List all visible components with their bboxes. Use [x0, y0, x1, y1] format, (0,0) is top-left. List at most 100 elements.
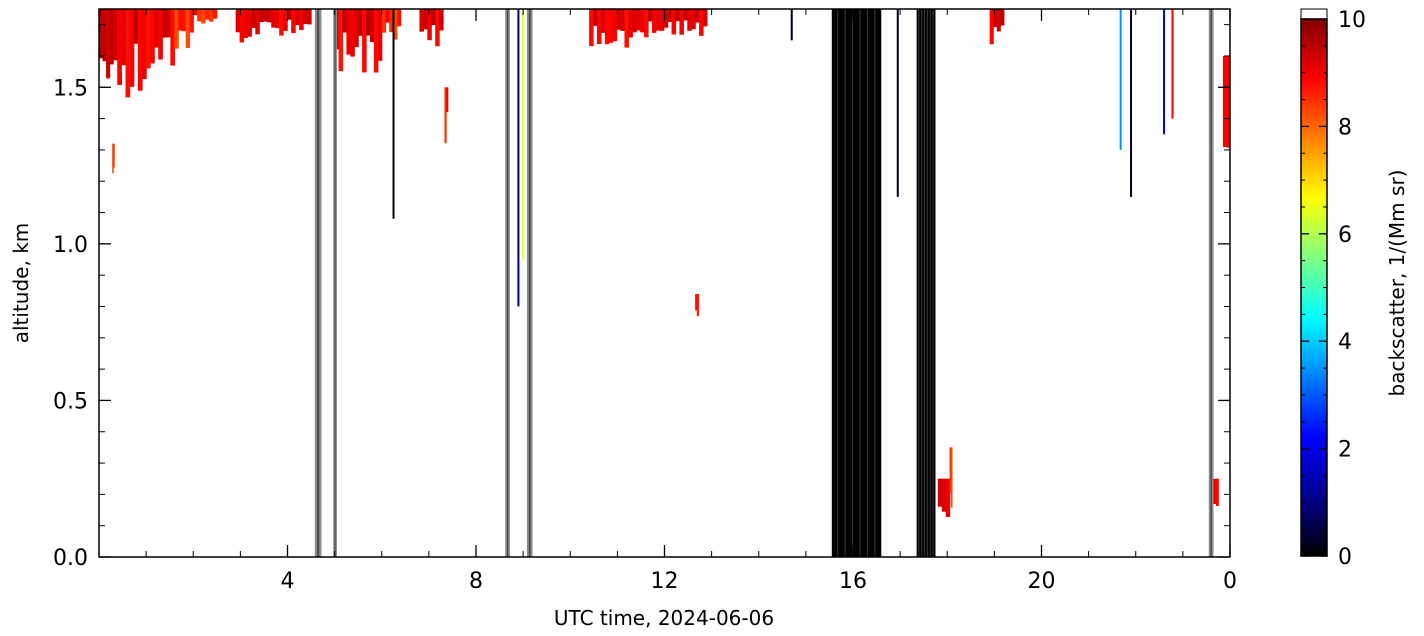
dark-column	[333, 9, 337, 557]
cloud-region	[636, 9, 708, 38]
colorbar-over-cap	[1300, 8, 1328, 20]
cloud-cell	[338, 9, 344, 72]
heatmap-layer	[99, 9, 1230, 557]
cloud-region	[949, 447, 953, 508]
cloud-cell	[667, 9, 673, 22]
cloud-cell	[212, 9, 218, 19]
thin-streak	[790, 9, 793, 41]
cloud-cell	[696, 293, 700, 316]
x-tick-label: 16	[839, 569, 867, 594]
cloud-cell	[385, 9, 390, 23]
cloud-cell	[112, 143, 114, 174]
cloud-region	[113, 9, 147, 98]
cloud-cell	[702, 9, 708, 27]
cloud-cell	[235, 9, 241, 33]
cloud-cell	[369, 9, 375, 43]
cloud-cell	[423, 9, 428, 30]
cloud-cell	[636, 9, 641, 31]
cloud-region	[112, 143, 115, 174]
cloud-cell	[628, 9, 633, 38]
cloud-cell	[346, 9, 351, 55]
column-core	[317, 9, 320, 557]
x-axis-label: UTC time, 2024-06-06	[554, 606, 774, 630]
cloud-region	[193, 9, 218, 24]
cloud-cell	[259, 9, 264, 23]
cloud-region	[1222, 55, 1230, 148]
cloud-cell	[648, 9, 653, 22]
cloud-cell	[150, 9, 155, 64]
cloud-cell	[255, 9, 260, 35]
thin-streak	[1171, 9, 1174, 119]
cloud-cell	[208, 9, 214, 22]
cloud-region	[444, 87, 449, 144]
cloud-cell	[251, 9, 256, 28]
cloud-cell	[612, 9, 618, 42]
column-body	[831, 9, 882, 557]
cloud-region	[259, 9, 312, 36]
cloud-cell	[1222, 55, 1228, 148]
cloud-cell	[396, 9, 402, 27]
x-tick-label: 4	[281, 569, 295, 594]
colorbar-tick-label: 10	[1338, 8, 1366, 33]
cloud-cell	[446, 87, 449, 113]
cloud-cell	[275, 9, 280, 29]
cloud-region	[235, 9, 260, 43]
cloud-cell	[99, 9, 104, 59]
cloud-cell	[271, 9, 276, 28]
cloud-cell	[189, 9, 194, 33]
cloud-cell	[949, 447, 952, 494]
cloud-cell	[695, 9, 700, 23]
cloud-region	[358, 9, 383, 73]
cloud-cell	[608, 9, 614, 43]
cloud-cell	[181, 9, 187, 32]
cloud-cell	[117, 9, 122, 86]
colorbar-tick-label: 2	[1338, 438, 1352, 463]
dark-column	[831, 9, 882, 557]
cloud-cell	[1000, 9, 1005, 26]
cloud-cell	[142, 9, 147, 79]
cloud-cell	[687, 9, 692, 31]
cloud-cell	[205, 9, 210, 20]
cloud-cell	[699, 9, 704, 36]
colorbar-ticks: 0 2 4 6 8 10	[1301, 8, 1366, 570]
cloud-cell	[129, 9, 135, 87]
cloud-cell	[616, 9, 622, 30]
cloud-cell	[185, 9, 191, 48]
cloud-cell	[941, 478, 947, 512]
y-tick-label: 1.0	[53, 233, 88, 258]
cloud-cell	[299, 9, 304, 30]
cloud-cell	[146, 9, 151, 69]
y-tick-label: 1.5	[53, 76, 88, 101]
cloud-cell	[366, 9, 371, 36]
cloud-cell	[102, 9, 107, 62]
dark-column	[526, 9, 533, 557]
thin-streak	[1119, 9, 1122, 150]
cloud-cell	[679, 9, 684, 35]
cloud-region	[381, 9, 402, 40]
y-axis: 0.0 0.5 1.0 1.5	[53, 24, 1230, 571]
cloud-cell	[624, 9, 629, 48]
cloud-cell	[593, 9, 598, 26]
cloud-cell	[174, 9, 179, 49]
cloud-cell	[307, 9, 312, 25]
cloud-cell	[377, 9, 383, 61]
y-axis-label: altitude, km	[9, 223, 33, 344]
dark-column	[505, 9, 510, 557]
cloud-cell	[373, 9, 379, 73]
cloud-cell	[106, 9, 111, 79]
cloud-cell	[178, 9, 183, 31]
cloud-cell	[303, 9, 308, 24]
cloud-cell	[389, 9, 394, 33]
y-tick-label: 0.0	[53, 546, 88, 571]
cloud-cell	[937, 478, 943, 507]
x-tick-label: 12	[651, 569, 679, 594]
thin-streak	[522, 9, 525, 260]
cloud-region	[937, 478, 951, 517]
cloud-cell	[695, 293, 698, 311]
thin-streak	[392, 9, 395, 219]
cloud-cell	[945, 478, 951, 517]
cloud-cell	[1213, 478, 1217, 505]
cloud-cell	[596, 9, 602, 45]
